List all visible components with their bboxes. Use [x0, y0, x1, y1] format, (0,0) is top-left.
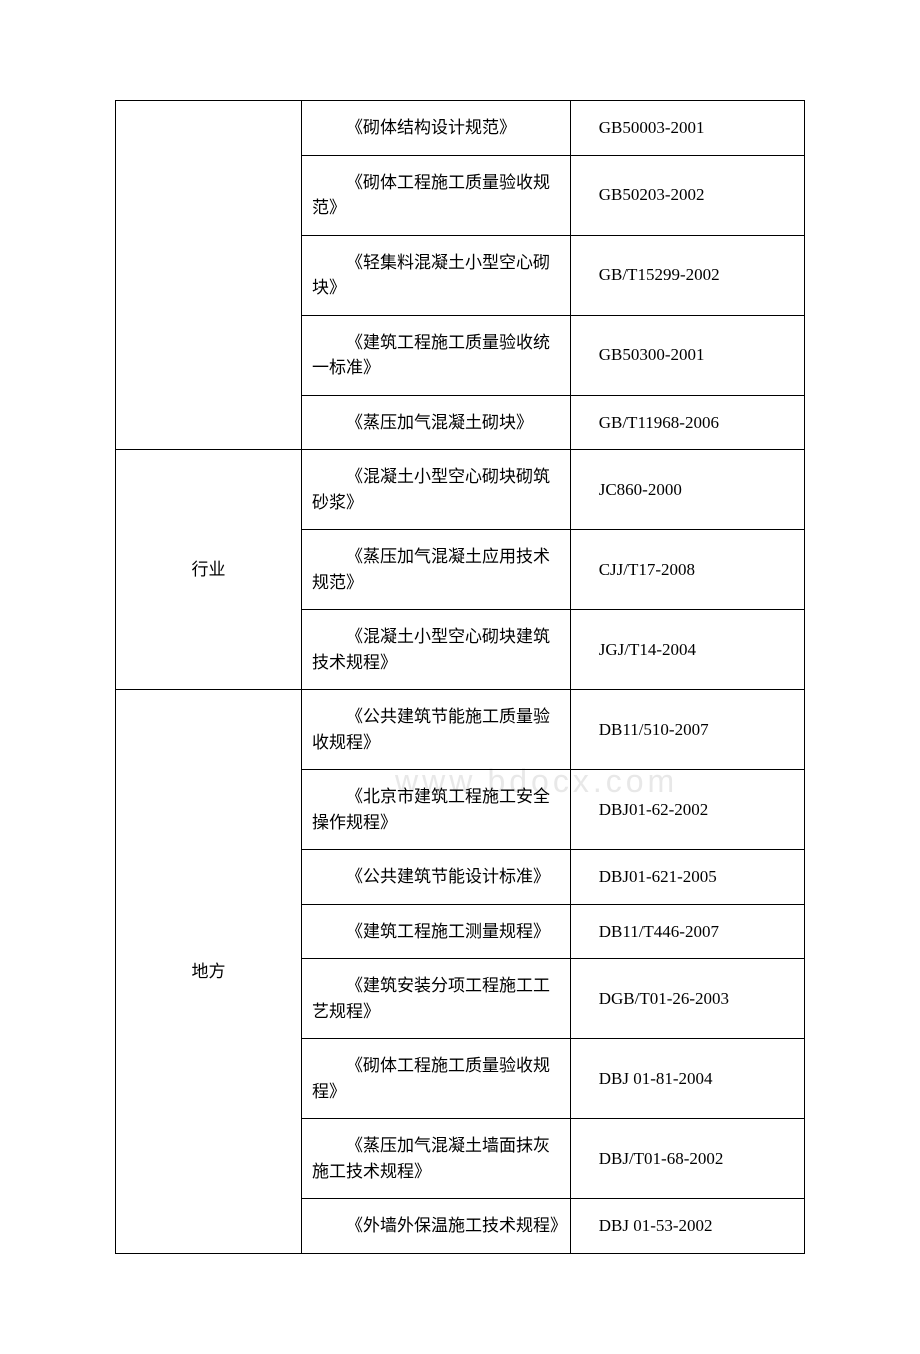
name-cell: 《砌体工程施工质量验收规程》 — [302, 1039, 571, 1119]
name-cell: 《蒸压加气混凝土墙面抹灰施工技术规程》 — [302, 1119, 571, 1199]
name-cell: 《公共建筑节能设计标准》 — [302, 850, 571, 905]
standards-table: 《砌体结构设计规范》 GB50003-2001 《砌体工程施工质量验收规范》 G… — [115, 100, 805, 1254]
name-cell: 《蒸压加气混凝土应用技术规范》 — [302, 530, 571, 610]
code-cell: GB50003-2001 — [570, 101, 804, 156]
name-cell: 《建筑工程施工测量规程》 — [302, 904, 571, 959]
code-cell: DBJ01-62-2002 — [570, 770, 804, 850]
name-cell: 《砌体工程施工质量验收规范》 — [302, 155, 571, 235]
category-cell — [116, 101, 302, 450]
code-cell: GB/T11968-2006 — [570, 395, 804, 450]
code-cell: CJJ/T17-2008 — [570, 530, 804, 610]
code-cell: GB/T15299-2002 — [570, 235, 804, 315]
table-row: 《砌体结构设计规范》 GB50003-2001 — [116, 101, 805, 156]
name-cell: 《建筑安装分项工程施工工艺规程》 — [302, 959, 571, 1039]
name-cell: 《公共建筑节能施工质量验收规程》 — [302, 690, 571, 770]
name-cell: 《砌体结构设计规范》 — [302, 101, 571, 156]
code-cell: GB50300-2001 — [570, 315, 804, 395]
code-cell: DB11/510-2007 — [570, 690, 804, 770]
category-cell: 行业 — [116, 450, 302, 690]
code-cell: DBJ 01-53-2002 — [570, 1199, 804, 1254]
code-cell: JGJ/T14-2004 — [570, 610, 804, 690]
page-wrapper: www.bdocx.com 《砌体结构设计规范》 GB50003-2001 《砌… — [115, 100, 805, 1254]
code-cell: GB50203-2002 — [570, 155, 804, 235]
table-row: 地方 《公共建筑节能施工质量验收规程》 DB11/510-2007 — [116, 690, 805, 770]
name-cell: 《蒸压加气混凝土砌块》 — [302, 395, 571, 450]
name-cell: 《北京市建筑工程施工安全操作规程》 — [302, 770, 571, 850]
name-cell: 《混凝土小型空心砌块建筑技术规程》 — [302, 610, 571, 690]
category-cell: 地方 — [116, 690, 302, 1254]
code-cell: JC860-2000 — [570, 450, 804, 530]
name-cell: 《外墙外保温施工技术规程》 — [302, 1199, 571, 1254]
code-cell: DB11/T446-2007 — [570, 904, 804, 959]
code-cell: DBJ 01-81-2004 — [570, 1039, 804, 1119]
name-cell: 《轻集料混凝土小型空心砌块》 — [302, 235, 571, 315]
code-cell: DBJ/T01-68-2002 — [570, 1119, 804, 1199]
table-body: 《砌体结构设计规范》 GB50003-2001 《砌体工程施工质量验收规范》 G… — [116, 101, 805, 1254]
name-cell: 《建筑工程施工质量验收统一标准》 — [302, 315, 571, 395]
table-row: 行业 《混凝土小型空心砌块砌筑砂浆》 JC860-2000 — [116, 450, 805, 530]
code-cell: DGB/T01-26-2003 — [570, 959, 804, 1039]
name-cell: 《混凝土小型空心砌块砌筑砂浆》 — [302, 450, 571, 530]
code-cell: DBJ01-621-2005 — [570, 850, 804, 905]
